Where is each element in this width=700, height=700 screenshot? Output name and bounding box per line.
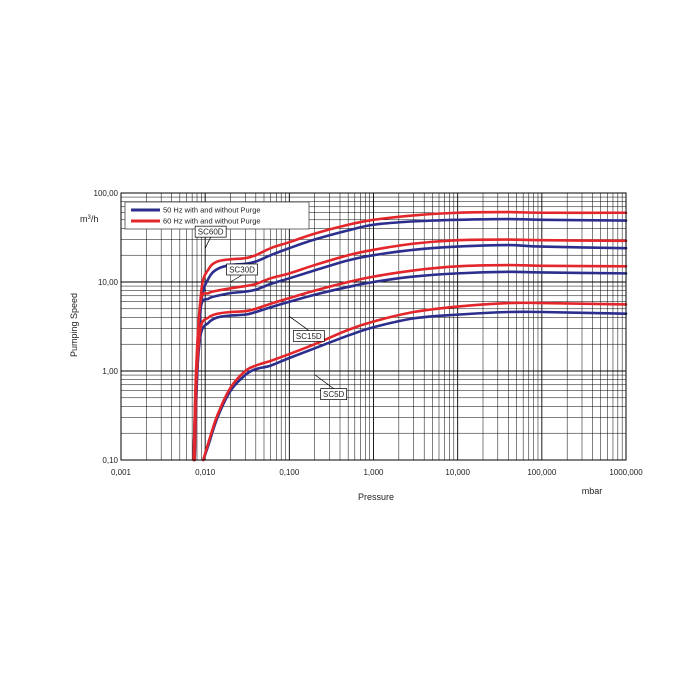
y-tick-label: 0,10	[102, 456, 118, 465]
x-axis-unit: mbar	[582, 486, 603, 496]
callout-leader	[289, 316, 310, 331]
x-tick-label: 0,001	[111, 468, 132, 477]
callout-leader	[314, 374, 334, 389]
tick-labels: 0,001 0,010 0,100 1,000 10,000 100,000 1000,00…	[94, 189, 644, 477]
series-line-sc60d-60hz	[193, 210, 628, 462]
series-line-sc5d-60hz	[201, 301, 628, 462]
grid-lines	[120, 193, 626, 461]
plot-frame	[120, 192, 627, 461]
y-tick-label: 100,00	[94, 189, 119, 198]
y-unit-per: /h	[91, 214, 99, 224]
callout-box	[194, 225, 227, 238]
series-line-sc30d-50hz	[192, 243, 628, 462]
callout-label-sc5d: SC5D	[323, 390, 345, 399]
callout-label-sc15d: SC15D	[296, 332, 322, 341]
y-tick-label: 10,00	[98, 278, 119, 287]
x-tick-label: 1000,000	[609, 468, 643, 477]
callout-leader	[230, 274, 243, 283]
series-line-sc30d-60hz	[192, 238, 628, 462]
callout-label-sc60d: SC60D	[198, 228, 224, 237]
series-lines	[192, 210, 628, 462]
y-unit-exponent: 3	[88, 215, 92, 221]
legend-label-60hz: 60 Hz with and without Purge	[163, 217, 261, 226]
callout-leader	[204, 237, 211, 249]
series-line-sc5d-50hz	[201, 310, 628, 462]
x-tick-label: 10,000	[445, 468, 470, 477]
series-line-sc15d-60hz	[192, 263, 628, 462]
y-axis-unit: m3/h	[80, 214, 98, 224]
x-tick-label: 0,010	[195, 468, 216, 477]
y-axis-title: Pumping Speed	[69, 293, 79, 357]
x-tick-label: 1,000	[363, 468, 384, 477]
x-tick-label: 100,000	[527, 468, 556, 477]
callout-box	[226, 263, 258, 276]
y-unit-base: m	[80, 214, 88, 224]
callout-box	[292, 330, 325, 342]
callout-box	[320, 388, 348, 400]
series-line-sc60d-50hz	[193, 217, 628, 462]
series-callouts: SC60D SC30D SC15D SC5D	[194, 225, 348, 400]
legend: 50 Hz with and without Purge 60 Hz with …	[124, 201, 310, 230]
x-axis-title: Pressure	[358, 492, 394, 502]
series-line-sc15d-50hz	[192, 270, 628, 462]
y-tick-label: 1,00	[102, 367, 118, 376]
callout-label-sc30d: SC30D	[229, 266, 255, 275]
legend-label-50hz: 50 Hz with and without Purge	[163, 206, 261, 215]
x-tick-label: 0,100	[279, 468, 300, 477]
